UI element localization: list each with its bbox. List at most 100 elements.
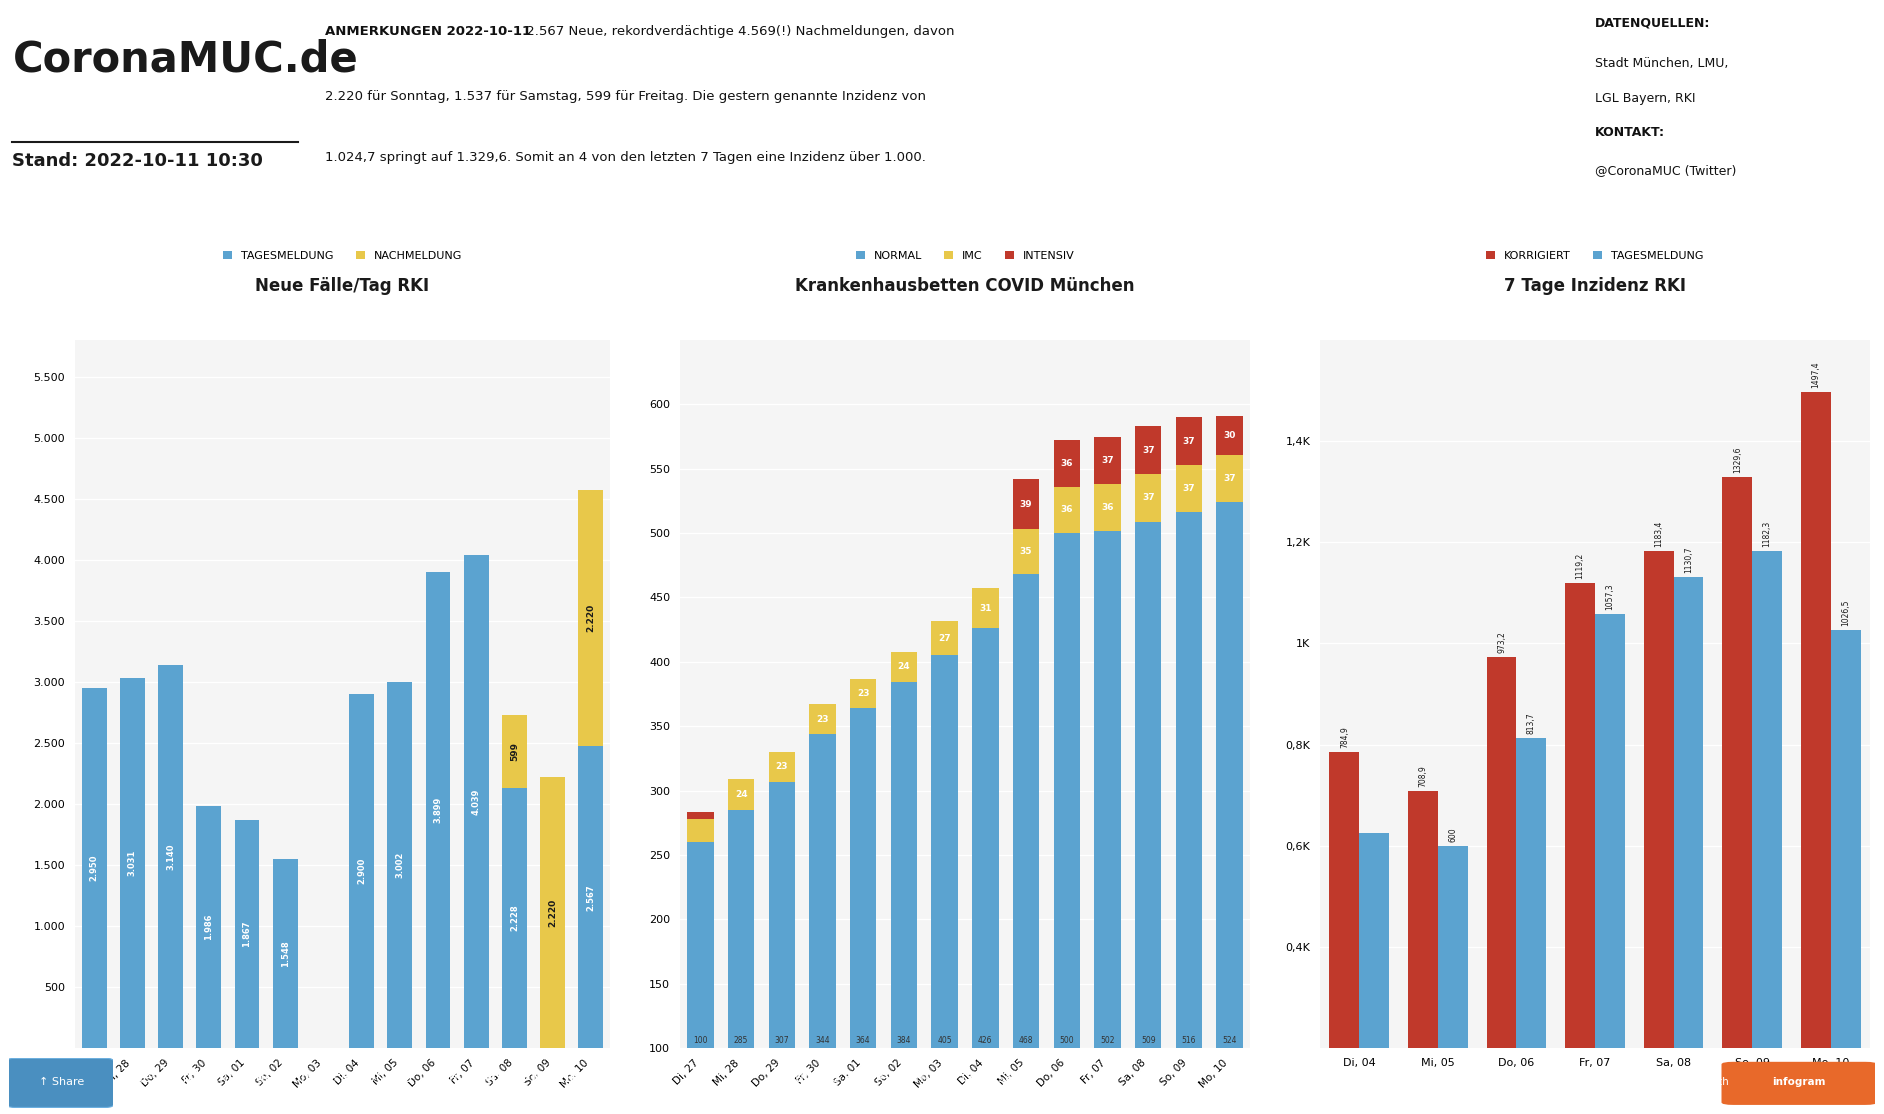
Bar [931, 620, 957, 655]
Text: 1.548: 1.548 [281, 940, 290, 967]
Bar [1566, 583, 1596, 1114]
Bar [688, 812, 714, 819]
Text: ↑ Share: ↑ Share [38, 1077, 85, 1087]
Bar [688, 819, 714, 842]
Text: TODESFÄLLE: TODESFÄLLE [337, 218, 414, 228]
Text: Stand: 2022-10-11 10:30: Stand: 2022-10-11 10:30 [13, 153, 264, 170]
Bar [578, 490, 603, 746]
Text: 973,2: 973,2 [1498, 632, 1505, 653]
Bar [1176, 465, 1202, 512]
Text: 500: 500 [1059, 1036, 1074, 1045]
Bar [1407, 791, 1437, 1114]
Bar [727, 779, 754, 810]
Text: AKTUELL INFIZIERTE*: AKTUELL INFIZIERTE* [561, 218, 693, 228]
Text: NORMAL: NORMAL [803, 307, 853, 320]
Bar [931, 655, 957, 1114]
Bar [1176, 418, 1202, 465]
Text: 37: 37 [1142, 446, 1155, 455]
Text: ANMERKUNGEN 2022-10-11: ANMERKUNGEN 2022-10-11 [326, 26, 531, 38]
Text: 37: 37 [1100, 456, 1113, 465]
Text: 30: 30 [1029, 241, 1080, 274]
Title: 7 Tage Inzidenz RKI: 7 Tage Inzidenz RKI [1503, 277, 1686, 295]
Bar [1134, 427, 1161, 473]
Text: 36: 36 [1102, 502, 1113, 511]
Bar [1014, 575, 1040, 1114]
Bar [769, 752, 795, 782]
Text: 1.024,7 springt auf 1.329,6. Somit an 4 von den letzten 7 Tagen eine Inzidenz üb: 1.024,7 springt auf 1.329,6. Somit an 4 … [326, 152, 927, 164]
Text: 2.950: 2.950 [90, 854, 98, 881]
Text: 35: 35 [1019, 547, 1032, 556]
Bar [463, 555, 488, 1048]
Text: 1.497,4: 1.497,4 [1618, 241, 1771, 274]
Text: 2.220: 2.220 [548, 898, 558, 927]
Text: 3.031: 3.031 [128, 850, 138, 877]
Bar [1095, 530, 1121, 1114]
Text: LMU: 1,34 2022-10-05: LMU: 1,34 2022-10-05 [1253, 312, 1383, 325]
Bar [273, 859, 298, 1048]
Bar [426, 573, 450, 1048]
Bar [541, 776, 565, 1048]
Text: 37: 37 [1183, 485, 1194, 494]
Text: Feiertagen: Feiertagen [1664, 312, 1726, 325]
Text: 23: 23 [816, 714, 829, 724]
Bar [196, 805, 220, 1048]
Text: 100: 100 [693, 1036, 708, 1045]
Bar [81, 688, 107, 1048]
Text: 524: 524 [1223, 1036, 1238, 1045]
Text: 36: 36 [1061, 459, 1074, 468]
Text: 2.220 für Sonntag, 1.537 für Samstag, 599 für Freitag. Die gestern genannte Inzi: 2.220 für Sonntag, 1.537 für Samstag, 59… [326, 90, 927, 104]
Text: 384: 384 [897, 1036, 912, 1045]
Text: 24: 24 [897, 663, 910, 672]
Bar [1053, 487, 1080, 534]
Bar [850, 709, 876, 1114]
Bar [850, 678, 876, 709]
Bar [1217, 416, 1243, 455]
Text: 1.986: 1.986 [203, 913, 213, 940]
Text: 600: 600 [1449, 827, 1458, 842]
Bar [727, 810, 754, 1114]
Text: 31: 31 [980, 604, 991, 613]
Bar [810, 734, 836, 1114]
Text: 23: 23 [776, 762, 788, 771]
Text: INTENSIV: INTENSIV [1027, 307, 1081, 320]
Text: 599: 599 [511, 742, 518, 761]
Bar [1014, 479, 1040, 529]
Text: Gesamt: 673.149: Gesamt: 673.149 [72, 307, 179, 320]
Bar [158, 665, 183, 1048]
Text: 426: 426 [978, 1036, 993, 1045]
Text: Stadt München, LMU,: Stadt München, LMU, [1596, 57, 1730, 70]
Text: 1329,6: 1329,6 [1733, 447, 1741, 472]
Text: 1182,3: 1182,3 [1763, 521, 1771, 547]
Bar [578, 746, 603, 1048]
Text: 37: 37 [1183, 437, 1194, 446]
Text: 3.899: 3.899 [433, 797, 443, 823]
Text: 344: 344 [816, 1036, 829, 1045]
Text: 1.867: 1.867 [243, 921, 251, 947]
Title: Neue Fälle/Tag RKI: Neue Fälle/Tag RKI [256, 277, 430, 295]
Text: LGL Bayern, RKI: LGL Bayern, RKI [1596, 92, 1696, 106]
Text: Di-Sa, nicht nach: Di-Sa, nicht nach [1645, 294, 1745, 307]
Text: KRANKENHAUSBETTEN COVID: KRANKENHAUSBETTEN COVID [848, 218, 1034, 228]
Text: 2.900: 2.900 [358, 858, 365, 885]
Bar [1217, 455, 1243, 502]
Text: 3.140: 3.140 [166, 843, 175, 870]
Text: 1183,4: 1183,4 [1654, 520, 1664, 547]
Text: Quelle: CoronaMUC: Quelle: CoronaMUC [1260, 294, 1375, 307]
Text: 590: 590 [791, 241, 867, 274]
FancyBboxPatch shape [6, 1058, 115, 1107]
Bar [388, 682, 413, 1048]
Bar [769, 782, 795, 1114]
Bar [891, 652, 918, 683]
Text: 364: 364 [855, 1036, 870, 1045]
Text: 708,9: 708,9 [1419, 765, 1428, 786]
Bar [234, 820, 260, 1048]
Bar [1095, 437, 1121, 485]
Text: BESTÄTIGTE FÄLLE: BESTÄTIGTE FÄLLE [68, 218, 183, 228]
Text: 813,7: 813,7 [1526, 712, 1535, 734]
Text: 4.039: 4.039 [471, 789, 480, 814]
Text: 1026,5: 1026,5 [1841, 599, 1850, 626]
Text: 39: 39 [1019, 499, 1032, 509]
Text: 509: 509 [1142, 1036, 1155, 1045]
Bar [1053, 534, 1080, 1114]
Bar [972, 628, 999, 1114]
